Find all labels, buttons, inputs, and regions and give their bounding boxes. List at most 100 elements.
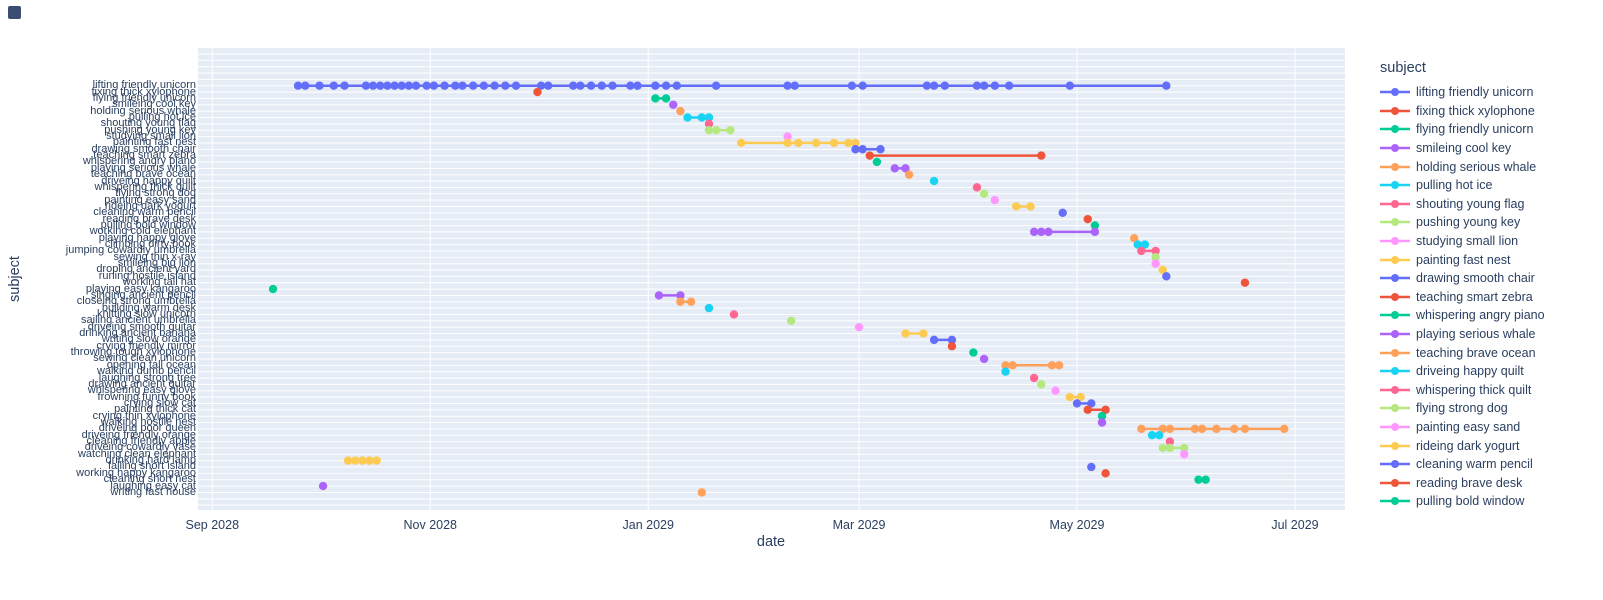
- data-point-marker[interactable]: [783, 81, 792, 90]
- data-point-marker[interactable]: [501, 81, 510, 90]
- legend-item[interactable]: rideing dark yogurt: [1380, 436, 1595, 455]
- data-point-marker[interactable]: [1044, 227, 1053, 237]
- data-point-marker[interactable]: [1151, 253, 1160, 262]
- data-point-marker[interactable]: [376, 81, 385, 90]
- legend-item[interactable]: flying friendly unicorn: [1380, 120, 1595, 139]
- data-point-marker[interactable]: [1151, 259, 1160, 268]
- data-point-marker[interactable]: [1004, 81, 1014, 90]
- data-point-marker[interactable]: [422, 81, 431, 90]
- data-point-marker[interactable]: [901, 164, 910, 173]
- data-point-marker[interactable]: [929, 335, 939, 345]
- data-point-marker[interactable]: [854, 322, 864, 332]
- data-point-marker[interactable]: [1083, 405, 1092, 414]
- legend-item[interactable]: holding serious whale: [1380, 157, 1595, 176]
- data-point-marker[interactable]: [676, 297, 685, 306]
- data-point-marker[interactable]: [990, 195, 1000, 205]
- data-point-marker[interactable]: [1194, 475, 1203, 484]
- data-point-marker[interactable]: [633, 81, 642, 90]
- data-point-marker[interactable]: [1065, 81, 1075, 90]
- data-point-marker[interactable]: [876, 145, 885, 154]
- data-point-marker[interactable]: [651, 81, 660, 90]
- data-point-marker[interactable]: [626, 81, 635, 90]
- data-point-marker[interactable]: [404, 81, 414, 90]
- data-point-marker[interactable]: [318, 481, 328, 491]
- data-point-marker[interactable]: [686, 297, 696, 306]
- data-point-marker[interactable]: [1133, 240, 1142, 249]
- data-point-marker[interactable]: [1280, 424, 1289, 434]
- data-point-marker[interactable]: [490, 81, 499, 90]
- data-point-marker[interactable]: [479, 81, 489, 90]
- data-point-marker[interactable]: [890, 164, 899, 173]
- data-point-marker[interactable]: [1037, 227, 1046, 237]
- data-point-marker[interactable]: [1151, 246, 1160, 256]
- data-point-marker[interactable]: [1051, 386, 1060, 395]
- data-point-marker[interactable]: [1165, 443, 1175, 453]
- data-point-marker[interactable]: [683, 113, 692, 122]
- data-point-marker[interactable]: [468, 81, 478, 90]
- legend-item[interactable]: fixing thick xylophone: [1380, 102, 1595, 121]
- data-point-marker[interactable]: [372, 456, 381, 465]
- data-point-marker[interactable]: [697, 488, 707, 497]
- data-point-marker[interactable]: [672, 81, 682, 90]
- data-point-marker[interactable]: [1162, 272, 1171, 281]
- data-point-marker[interactable]: [979, 81, 989, 90]
- data-point-marker[interactable]: [676, 106, 685, 116]
- data-point-marker[interactable]: [1001, 361, 1010, 370]
- data-point-marker[interactable]: [847, 81, 857, 90]
- data-point-marker[interactable]: [711, 125, 721, 135]
- data-point-marker[interactable]: [329, 81, 338, 90]
- data-point-marker[interactable]: [300, 81, 310, 90]
- data-point-marker[interactable]: [576, 81, 585, 90]
- legend-item[interactable]: playing serious whale: [1380, 325, 1595, 344]
- data-point-marker[interactable]: [597, 81, 606, 90]
- data-point-marker[interactable]: [1140, 240, 1150, 249]
- data-point-marker[interactable]: [1090, 227, 1100, 237]
- legend-item[interactable]: whispering angry piano: [1380, 306, 1595, 325]
- legend-item[interactable]: shouting young flag: [1380, 195, 1595, 214]
- data-point-marker[interactable]: [1165, 437, 1175, 446]
- data-point-marker[interactable]: [440, 81, 449, 90]
- data-point-marker[interactable]: [1201, 475, 1210, 484]
- data-point-marker[interactable]: [1101, 469, 1110, 478]
- legend-item[interactable]: cleaning warm pencil: [1380, 455, 1595, 474]
- data-point-marker[interactable]: [704, 113, 714, 122]
- data-point-marker[interactable]: [293, 81, 303, 90]
- data-point-marker[interactable]: [922, 81, 932, 90]
- data-point-marker[interactable]: [511, 81, 521, 90]
- data-point-marker[interactable]: [1037, 151, 1046, 160]
- data-point-marker[interactable]: [904, 170, 914, 179]
- data-point-marker[interactable]: [1097, 411, 1107, 421]
- data-point-marker[interactable]: [1087, 399, 1096, 408]
- legend-item[interactable]: reading brave desk: [1380, 473, 1595, 492]
- data-point-marker[interactable]: [1137, 424, 1146, 434]
- data-point-marker[interactable]: [858, 145, 867, 154]
- data-point-marker[interactable]: [783, 132, 792, 141]
- data-point-marker[interactable]: [1001, 367, 1010, 376]
- data-point-marker[interactable]: [358, 456, 367, 465]
- data-point-marker[interactable]: [704, 125, 714, 135]
- data-point-marker[interactable]: [651, 94, 660, 103]
- data-point-marker[interactable]: [940, 81, 950, 90]
- data-point-marker[interactable]: [1054, 361, 1064, 370]
- data-point-marker[interactable]: [1029, 373, 1039, 383]
- data-point-marker[interactable]: [1087, 462, 1096, 472]
- data-point-marker[interactable]: [858, 81, 867, 90]
- data-point-marker[interactable]: [654, 291, 664, 300]
- data-point-marker[interactable]: [1076, 392, 1085, 402]
- data-point-marker[interactable]: [865, 151, 874, 160]
- data-point-marker[interactable]: [365, 456, 374, 465]
- data-point-marker[interactable]: [676, 291, 685, 300]
- data-point-marker[interactable]: [1029, 227, 1039, 237]
- legend-item[interactable]: lifting friendly unicorn: [1380, 83, 1595, 102]
- data-point-marker[interactable]: [972, 81, 982, 90]
- data-point-marker[interactable]: [429, 81, 439, 90]
- data-point-marker[interactable]: [1037, 380, 1046, 389]
- legend-item[interactable]: smileing cool key: [1380, 139, 1595, 158]
- data-point-marker[interactable]: [1158, 443, 1167, 453]
- legend-item[interactable]: pulling hot ice: [1380, 176, 1595, 195]
- data-point-marker[interactable]: [844, 138, 853, 148]
- data-point-marker[interactable]: [1230, 424, 1239, 434]
- data-point-marker[interactable]: [397, 81, 406, 90]
- plot-area[interactable]: [198, 48, 1345, 510]
- data-point-marker[interactable]: [351, 456, 360, 465]
